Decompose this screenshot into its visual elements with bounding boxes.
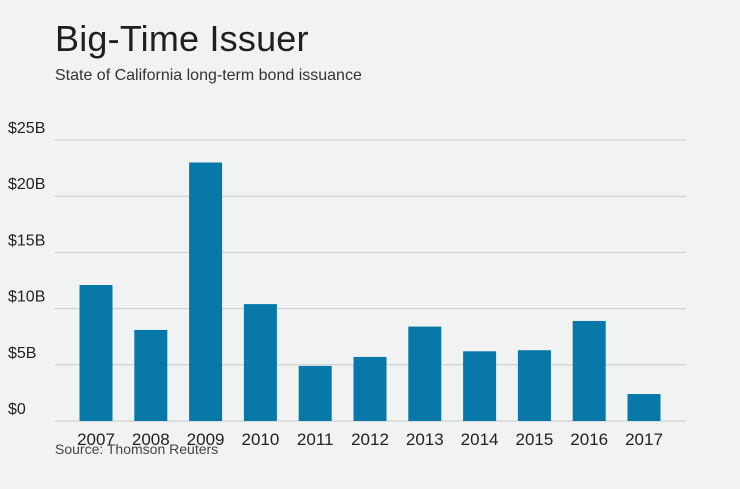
source-note: Source: Thomson Reuters	[55, 441, 219, 457]
bar	[353, 356, 387, 421]
bar	[298, 365, 332, 421]
chart-subtitle: State of California long-term bond issua…	[55, 67, 362, 84]
x-tick-label: 2013	[406, 430, 444, 449]
bar	[189, 162, 223, 422]
bars	[79, 162, 661, 422]
x-tick-label: 2012	[351, 430, 389, 449]
y-axis-ticks: $0 $5B $10B $15B $20B $25B	[8, 120, 45, 418]
bar	[463, 351, 497, 421]
x-tick-label: 2017	[625, 430, 663, 449]
bar	[79, 284, 113, 421]
y-tick-label: $5B	[8, 345, 36, 362]
y-tick-label: $0	[8, 401, 26, 418]
y-tick-label: $20B	[8, 176, 45, 193]
x-tick-label: 2016	[570, 430, 608, 449]
x-tick-label: 2015	[515, 430, 553, 449]
bar	[408, 326, 442, 421]
y-tick-label: $15B	[8, 232, 45, 249]
x-tick-label: 2014	[461, 430, 499, 449]
bar	[243, 304, 277, 421]
chart-title: Big-Time Issuer	[55, 18, 309, 59]
bar	[627, 394, 661, 421]
x-tick-label: 2011	[297, 430, 334, 449]
x-tick-label: 2008	[132, 430, 170, 449]
bar	[134, 329, 168, 421]
bar	[572, 320, 606, 421]
x-tick-label: 2010	[241, 430, 279, 449]
x-tick-label: 2007	[77, 430, 115, 449]
y-tick-label: $25B	[8, 120, 45, 137]
bar	[517, 350, 551, 421]
y-tick-label: $10B	[8, 289, 45, 306]
x-axis-ticks: 2007 2008 2009 2010 2011 2012 2013 2014 2015 2016…	[77, 430, 663, 449]
x-tick-label: 2009	[187, 430, 225, 449]
